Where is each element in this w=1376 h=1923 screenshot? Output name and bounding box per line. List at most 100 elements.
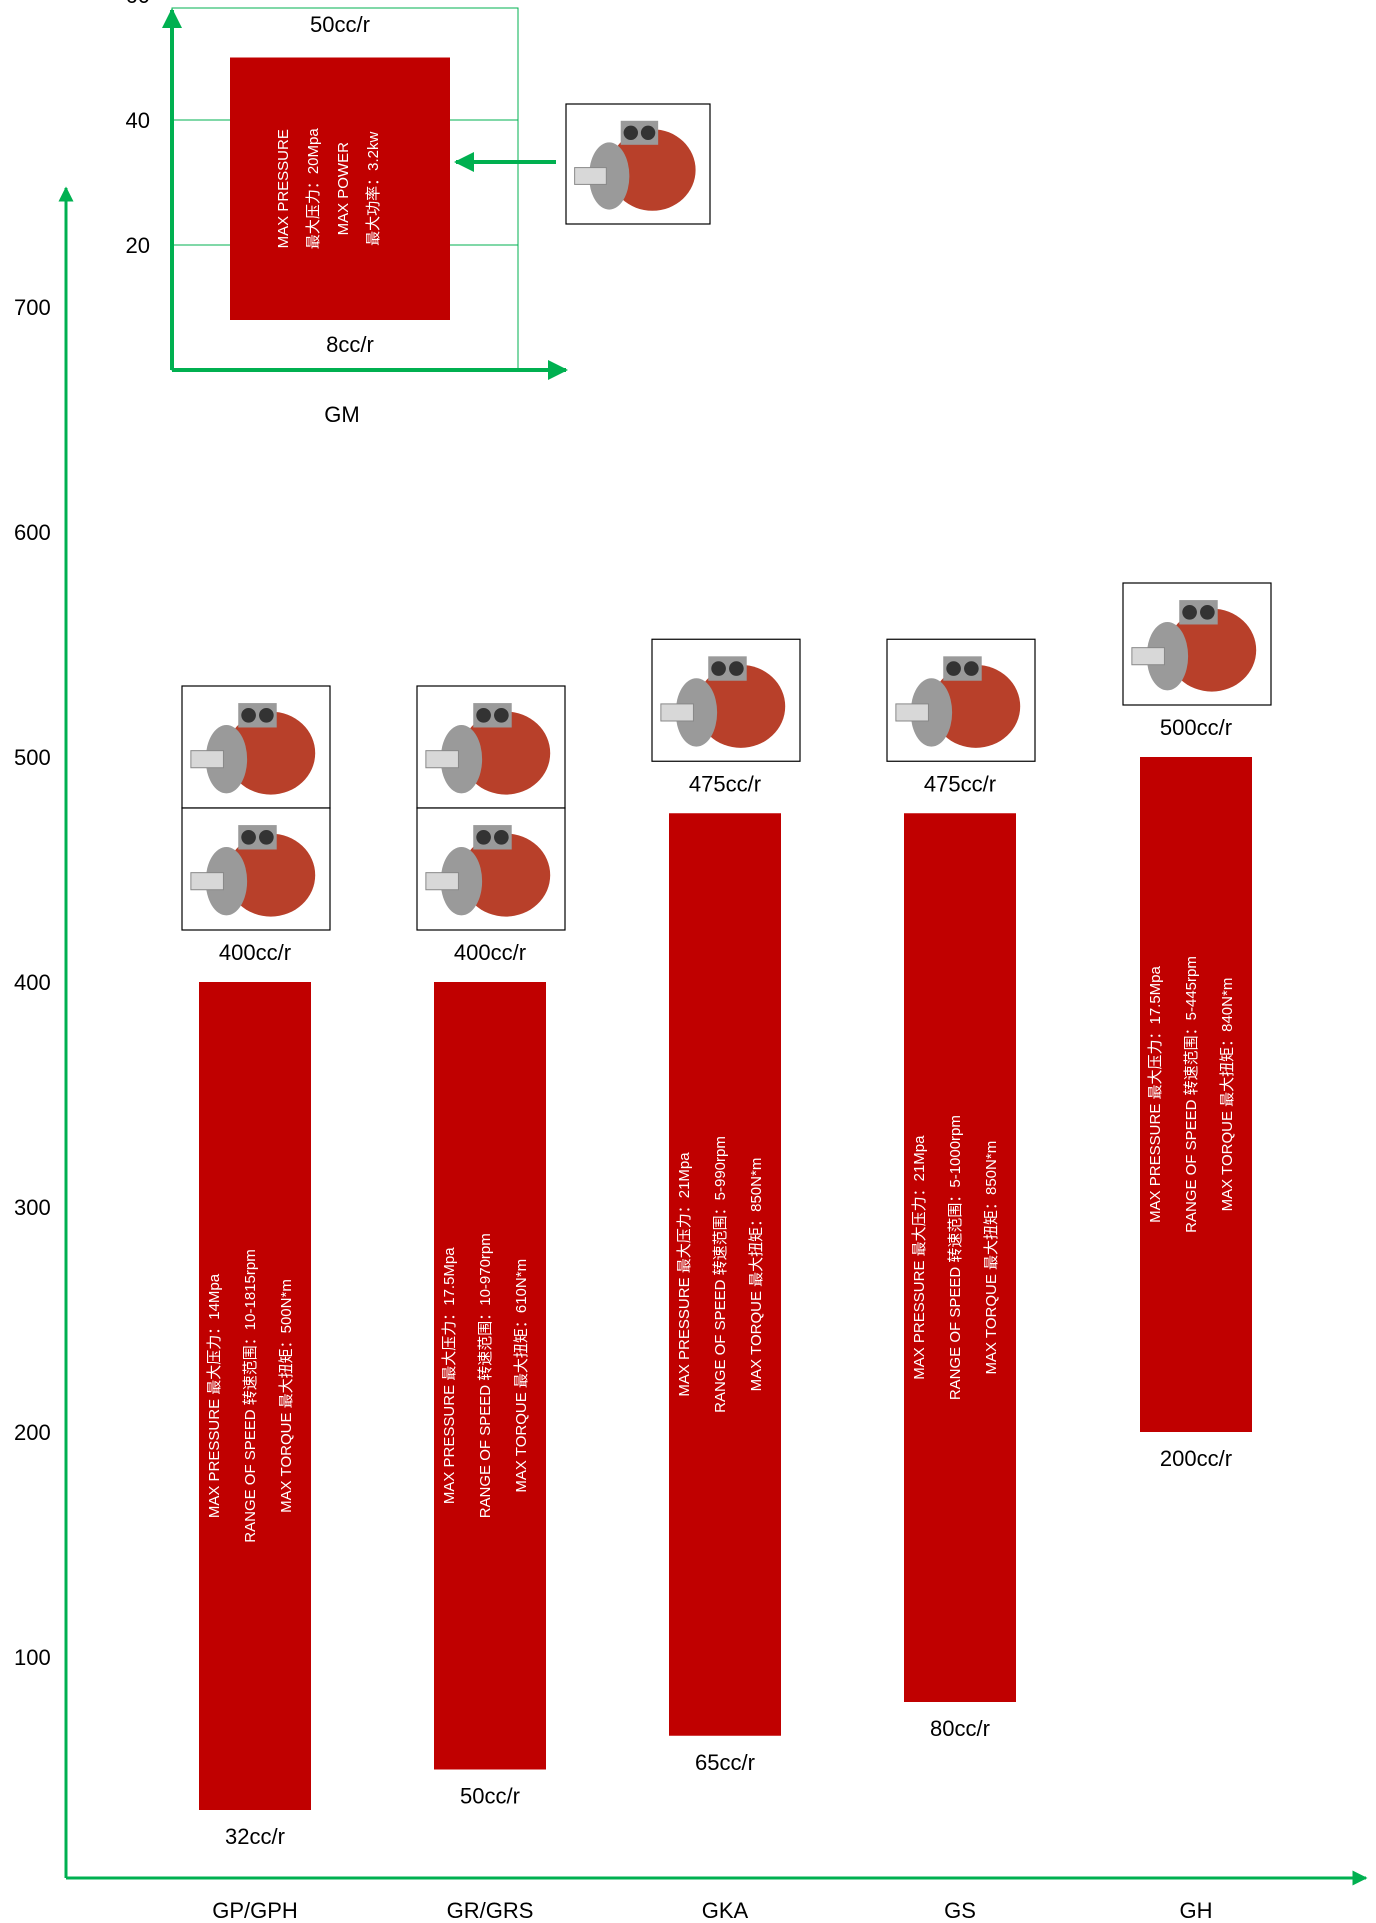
range-bar [199,982,311,1810]
motor-port [241,829,256,845]
inset-y-tick-label: 60 [126,0,150,8]
motor-flange [440,725,483,794]
max-displacement-label: 400cc/r [454,940,526,965]
x-category-label: GP/GPH [212,1898,298,1923]
motor-image [1122,582,1272,706]
gm-inset-chart: 20 40 60 50cc/r 8cc/r GM MAX PRESSURE 最大压力：20Mp… [126,0,711,427]
motor-image [416,807,566,931]
bar-spec-text: MAX TORQUE 最大扭矩：850N*m [983,1141,1000,1375]
motor-shaft [1131,647,1165,666]
motor-port [946,661,961,676]
min-displacement-label: 80cc/r [930,1716,990,1741]
motor-shaft [895,703,929,722]
motor-flange [440,847,483,916]
motor-flange [910,678,953,747]
bar-spec-text: RANGE OF SPEED 转速范围：5-990rpm [712,1136,729,1413]
motor-body [696,664,786,748]
motor-image [181,685,331,809]
motor-port [476,829,491,845]
max-displacement-label: 500cc/r [1160,715,1232,740]
inset-bar-spec-text: MAX POWER [335,142,352,236]
min-displacement-label: 50cc/r [460,1784,520,1809]
motor-shaft [190,750,224,769]
x-category-label: GH [1180,1898,1213,1923]
motor-image [416,685,566,809]
motor-flange [589,142,630,210]
y-tick-label: 600 [14,520,51,545]
motor-image [181,807,331,931]
motor-flange [675,678,718,747]
range-bar [1140,757,1252,1432]
main-chart: 100 200 300 400 500 600 700 GP/GPH GR/GRS GKA GS GH… [14,186,1368,1923]
bar-spec-text: MAX TORQUE 最大扭矩：850N*m [748,1158,765,1392]
motor-port [259,707,274,723]
motor-body [931,664,1021,748]
motor-shaft [660,703,694,722]
motor-port [964,661,979,676]
bar-spec-text: MAX PRESSURE 最大压力：14Mpa [206,1273,223,1518]
motor-body [461,711,551,795]
bar-spec-text: MAX TORQUE 最大扭矩：500N*m [278,1279,295,1513]
max-displacement-label: 400cc/r [219,940,291,965]
inset-bar-spec-text: 最大压力：20Mpa [305,128,322,250]
y-tick-label: 200 [14,1420,51,1445]
motor-port [494,707,509,723]
motor-port [494,829,509,845]
motor-shaft [190,872,224,891]
bar-spec-text: MAX PRESSURE 最大压力：21Mpa [911,1135,928,1380]
inset-category-label: GM [324,402,359,427]
motor-port [623,125,638,140]
range-bar [904,813,1016,1702]
max-displacement-label: 475cc/r [689,771,761,796]
max-displacement-label: 475cc/r [924,771,996,796]
range-bar [669,813,781,1736]
motor-body [226,833,316,917]
motor-port [729,661,744,676]
motor-port [1200,604,1215,620]
motor-shaft [425,750,459,769]
motor-body [1167,608,1257,692]
inset-max-label: 50cc/r [310,12,370,37]
min-displacement-label: 200cc/r [1160,1446,1232,1471]
range-bar [434,982,546,1770]
bar-spec-text: MAX PRESSURE 最大压力：17.5Mpa [441,1247,458,1504]
motor-body [609,129,696,211]
motor-port [241,707,256,723]
bar-spec-text: MAX PRESSURE 最大压力：17.5Mpa [1147,965,1164,1222]
x-category-label: GS [944,1898,976,1923]
inset-y-tick-label: 40 [126,108,150,133]
y-tick-label: 500 [14,745,51,770]
x-category-label: GKA [702,1898,749,1923]
motor-body [226,711,316,795]
motor-shaft [425,872,459,891]
motor-port [476,707,491,723]
motor-image [565,103,711,225]
motor-flange [205,847,248,916]
motor-body [461,833,551,917]
inset-min-label: 8cc/r [326,332,374,357]
motor-port [640,125,656,140]
bar-spec-text: MAX TORQUE 最大扭矩：840N*m [1219,978,1236,1212]
inset-y-tick-label: 20 [126,233,150,258]
motor-image [886,638,1036,762]
motor-port [259,829,274,845]
inset-range-bar [230,57,450,320]
motor-image [651,638,801,762]
y-tick-label: 700 [14,295,51,320]
y-tick-label: 100 [14,1645,51,1670]
y-tick-label: 400 [14,970,51,995]
bar-spec-text: RANGE OF SPEED 转速范围：10-1815rpm [242,1249,259,1542]
motor-flange [1146,622,1189,691]
bar-spec-text: MAX PRESSURE 最大压力：21Mpa [676,1152,693,1397]
bar-spec-text: RANGE OF SPEED 转速范围：10-970rpm [477,1233,494,1518]
bar-spec-text: MAX TORQUE 最大扭矩：610N*m [513,1259,530,1493]
bar-spec-text: RANGE OF SPEED 转速范围：5-1000rpm [947,1115,964,1400]
motor-port [1182,604,1197,620]
motor-shaft [574,167,607,185]
inset-bar-spec-text: 最大功率：3.2kw [365,131,382,245]
motor-flange [205,725,248,794]
x-category-label: GR/GRS [447,1898,534,1923]
min-displacement-label: 32cc/r [225,1824,285,1849]
min-displacement-label: 65cc/r [695,1750,755,1775]
